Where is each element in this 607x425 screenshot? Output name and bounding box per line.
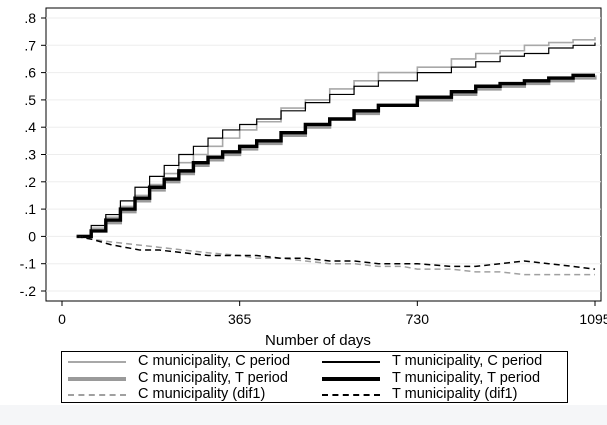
series-line-2 bbox=[76, 42, 596, 237]
series-line-4 bbox=[76, 73, 595, 239]
series-line-1 bbox=[76, 37, 596, 238]
legend-item-t-municipality-c-period: T municipality, C period bbox=[322, 353, 542, 370]
series-lines bbox=[76, 37, 597, 276]
legend-label: C municipality (dif1) bbox=[138, 386, 266, 402]
legend-label: T municipality (dif1) bbox=[392, 386, 518, 402]
x-tick-label: 730 bbox=[406, 311, 430, 327]
legend-swatch bbox=[322, 360, 380, 363]
legend-swatch bbox=[68, 393, 126, 396]
y-tick-label: -.2 bbox=[20, 283, 37, 299]
legend-item-c-municipality-dif1: C municipality (dif1) bbox=[68, 386, 265, 403]
legend: C municipality, C period T municipality,… bbox=[61, 351, 568, 403]
legend-label: T municipality, T period bbox=[392, 370, 541, 386]
legend-swatch bbox=[68, 360, 126, 363]
y-tick-label: -.1 bbox=[20, 256, 37, 272]
y-tick-label: .5 bbox=[24, 92, 36, 108]
chart-svg: -.2 -.1 0 .1 .2 .3 .4 .5 .6 .7 .8 0 365 730 1095 Numbe… bbox=[20, 7, 607, 349]
background-strip bbox=[0, 405, 607, 425]
series-line-6 bbox=[76, 235, 596, 270]
y-tick-label: .1 bbox=[24, 201, 36, 217]
y-tick-label: .2 bbox=[24, 174, 36, 190]
legend-swatch bbox=[322, 393, 380, 396]
legend-item-t-municipality-t-period: T municipality, T period bbox=[322, 370, 540, 387]
x-axis-title: Number of days bbox=[265, 332, 371, 349]
series-line-5 bbox=[76, 235, 595, 276]
y-tick-label: 0 bbox=[28, 228, 36, 244]
legend-swatch bbox=[322, 376, 380, 381]
y-tick-label: .6 bbox=[24, 65, 36, 81]
grid-lines bbox=[46, 17, 601, 292]
legend-swatch bbox=[68, 376, 126, 381]
y-tick-label: .3 bbox=[24, 147, 36, 163]
legend-item-c-municipality-t-period: C municipality, T period bbox=[68, 370, 288, 387]
x-tick-label: 1095 bbox=[579, 311, 607, 327]
legend-label: C municipality, C period bbox=[138, 353, 291, 369]
axes: -.2 -.1 0 .1 .2 .3 .4 .5 .6 .7 .8 0 365 730 1095 bbox=[20, 10, 607, 327]
y-tick-label: .7 bbox=[24, 37, 36, 53]
legend-item-c-municipality-c-period: C municipality, C period bbox=[68, 353, 290, 370]
legend-label: C municipality, T period bbox=[138, 370, 288, 386]
y-tick-label: .4 bbox=[24, 119, 36, 135]
legend-item-t-municipality-dif1: T municipality (dif1) bbox=[322, 386, 517, 403]
legend-label: T municipality, C period bbox=[392, 353, 543, 369]
x-tick-label: 365 bbox=[228, 311, 252, 327]
y-tick-label: .8 bbox=[24, 10, 36, 26]
x-tick-label: 0 bbox=[58, 311, 66, 327]
